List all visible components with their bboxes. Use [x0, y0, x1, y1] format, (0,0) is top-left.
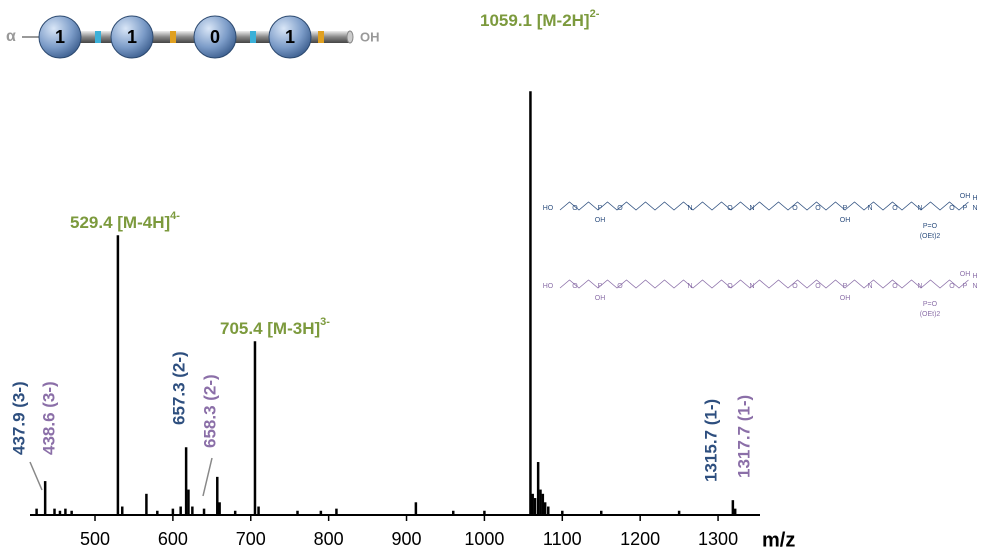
x-tick-label: 900 — [392, 529, 422, 549]
structure-atom: O — [815, 205, 821, 212]
structure-atom: OH — [595, 217, 606, 224]
x-tick-label: 1000 — [464, 529, 504, 549]
band — [250, 31, 256, 43]
unit-label: 1 — [285, 27, 295, 47]
charge-label: 438.6 (3-) — [39, 381, 58, 455]
structure-atom: N — [917, 283, 922, 290]
structure-atom: (OEt)2 — [920, 233, 941, 240]
charge-label: 657.3 (2-) — [169, 351, 188, 425]
rod-end — [346, 30, 354, 44]
structure-atom: N — [749, 283, 754, 290]
peak-annotation: 705.4 [M-3H]3- — [220, 316, 330, 339]
structure-atom: P — [598, 205, 603, 212]
x-tick-label: 500 — [80, 529, 110, 549]
structure-atom: P — [843, 283, 848, 290]
band — [318, 31, 324, 43]
structure-atom: N — [867, 283, 872, 290]
x-tick-label: 700 — [236, 529, 266, 549]
structure-atom: N — [749, 205, 754, 212]
charge-label: 1317.7 (1-) — [734, 395, 753, 478]
annotation-text: 1059.1 [M-2H] — [480, 11, 590, 30]
structure-atom: P — [963, 205, 968, 212]
structure-atom: N — [972, 205, 977, 212]
structure-atom: P — [843, 205, 848, 212]
unit-ball — [38, 15, 82, 59]
x-tick-label: 600 — [158, 529, 188, 549]
structure-atom: O — [949, 205, 955, 212]
sequence-end: OH — [360, 29, 380, 44]
x-tick-label: 800 — [314, 529, 344, 549]
leader — [29, 461, 43, 491]
structure-atom: N — [917, 205, 922, 212]
charge-label: 1315.7 (1-) — [701, 399, 720, 482]
structure-atom: (OEt)2 — [920, 311, 941, 318]
x-tick-label: 1200 — [620, 529, 660, 549]
charge-label: 437.9 (3-) — [9, 381, 28, 455]
structure-atom: O — [792, 205, 798, 212]
annotation-charge: 4- — [170, 210, 180, 222]
structure-bonds — [559, 279, 969, 289]
peak-annotation: 529.4 [M-4H]4- — [70, 210, 180, 233]
structure-atom: P=O — [923, 301, 938, 308]
structure-atom: N — [972, 283, 977, 290]
x-tick-label: 1300 — [698, 529, 738, 549]
unit-ball — [110, 15, 154, 59]
structure-atom: O — [892, 283, 898, 290]
unit-ball — [268, 15, 312, 59]
structure-atom: P — [963, 283, 968, 290]
structure-atom: O — [815, 283, 821, 290]
annotation-text: 529.4 [M-4H] — [70, 213, 170, 232]
unit-label: 1 — [127, 27, 137, 47]
structure-atom: O — [617, 283, 623, 290]
sequence-start: α — [6, 28, 16, 45]
leader — [202, 457, 213, 497]
structure-atom: O — [572, 283, 578, 290]
structure-atom: O — [617, 205, 623, 212]
structure-atom: O — [949, 283, 955, 290]
annotation-charge: 3- — [320, 316, 330, 328]
structure-atom: O — [727, 283, 733, 290]
structure-atom: OH — [840, 217, 851, 224]
annotation-charge: 2- — [590, 8, 600, 20]
peak-annotation: 1059.1 [M-2H]2- — [480, 8, 600, 31]
annotation-text: 705.4 [M-3H] — [220, 319, 320, 338]
structure-atom: O — [792, 283, 798, 290]
structure-atom: O — [892, 205, 898, 212]
structure-atom: OH — [840, 295, 851, 302]
structure-atom: O — [727, 205, 733, 212]
unit-label: 0 — [210, 27, 220, 47]
structure-atom: OH — [960, 193, 971, 200]
x-axis-label: m/z — [762, 529, 795, 551]
structure-atom: O — [572, 205, 578, 212]
structure-atom: P — [598, 283, 603, 290]
structure-atom: OH — [595, 295, 606, 302]
band — [95, 31, 101, 43]
unit-ball — [193, 15, 237, 59]
structure-atom: N — [867, 205, 872, 212]
x-tick-label: 1100 — [543, 529, 582, 549]
structure-atom: N — [687, 205, 692, 212]
structure-bonds — [559, 201, 969, 211]
charge-label: 658.3 (2-) — [200, 374, 219, 448]
structure-atom: H — [972, 195, 977, 202]
band — [170, 31, 176, 43]
structure-atom: N — [687, 283, 692, 290]
structure-atom: P=O — [923, 223, 938, 230]
structure-atom: OH — [960, 271, 971, 278]
structure-atom: HO — [543, 205, 554, 212]
structure-atom: H — [972, 273, 977, 280]
structure-atom: HO — [543, 283, 554, 290]
unit-label: 1 — [55, 27, 65, 47]
